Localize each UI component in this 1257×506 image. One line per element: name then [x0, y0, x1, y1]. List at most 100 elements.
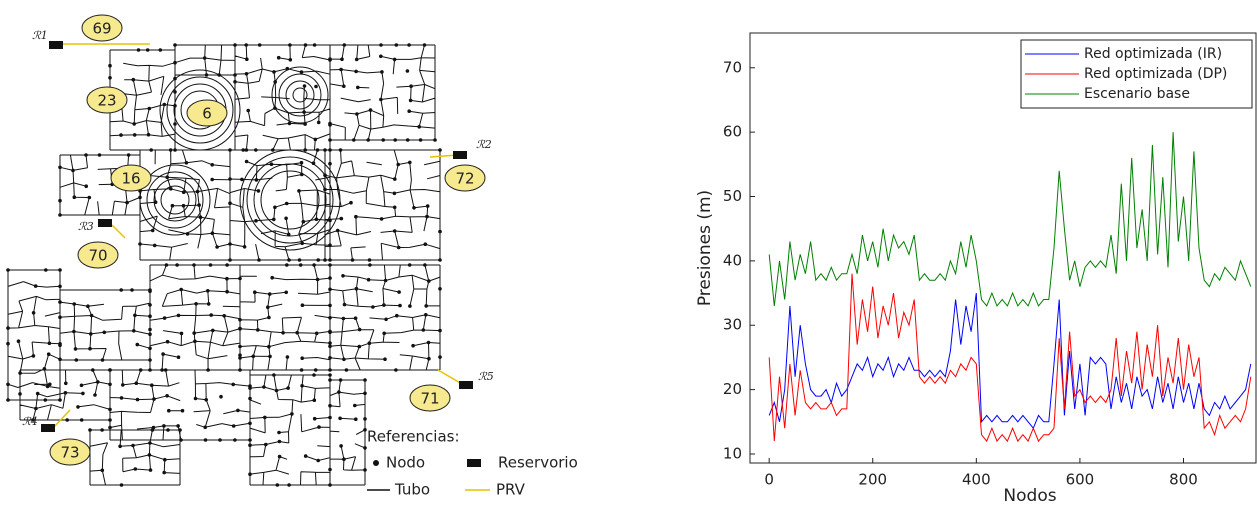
node: [379, 43, 383, 47]
node: [353, 403, 357, 408]
node: [342, 457, 346, 462]
node: [314, 331, 319, 336]
node: [193, 339, 197, 344]
node: [64, 381, 68, 386]
node: [219, 394, 223, 399]
node: [166, 428, 170, 432]
node: [146, 132, 151, 137]
node: [65, 418, 69, 422]
node: [203, 438, 208, 442]
node: [148, 327, 152, 332]
node: [328, 356, 332, 360]
node: [350, 258, 355, 262]
node: [248, 443, 252, 448]
node: [254, 219, 258, 223]
reservoir-icon: [41, 424, 55, 432]
reservoir-icons: [41, 41, 473, 432]
node: [108, 368, 112, 372]
node: [208, 263, 213, 267]
node: [58, 300, 62, 304]
node: [158, 48, 163, 52]
node: [354, 286, 359, 291]
node: [353, 316, 358, 321]
node: [328, 467, 332, 472]
node: [244, 43, 248, 47]
network-diagram: [6, 43, 442, 487]
node: [178, 428, 182, 432]
node: [6, 326, 10, 330]
pipe-ring: [278, 73, 322, 117]
pipe-ring: [160, 185, 190, 215]
node: [355, 112, 359, 116]
node: [349, 200, 353, 205]
pipes: [324, 149, 441, 261]
x-tick-label: 200: [858, 471, 887, 489]
node: [405, 69, 410, 73]
node: [16, 339, 21, 344]
prv-badge: [77, 241, 119, 269]
reservoir-label: ℛ5: [478, 370, 494, 383]
node: [150, 383, 154, 388]
node: [423, 263, 427, 267]
node: [91, 368, 95, 372]
node: [408, 304, 412, 308]
prv-label: 16: [121, 170, 140, 188]
node: [148, 303, 152, 307]
node: [163, 457, 167, 462]
x-tick-label: 400: [962, 471, 991, 489]
node: [253, 290, 257, 295]
prv-badge: [110, 164, 152, 192]
prv-badge: [49, 438, 91, 466]
node: [339, 216, 344, 221]
node: [173, 122, 177, 126]
node: [328, 138, 332, 142]
node: [179, 287, 183, 292]
node: [87, 195, 92, 200]
node: [43, 398, 48, 402]
node: [145, 48, 150, 52]
node: [269, 162, 274, 166]
node: [263, 415, 267, 420]
node: [275, 483, 280, 487]
node: [328, 57, 332, 61]
series-line: [768, 132, 1252, 307]
node: [73, 347, 78, 351]
node: [130, 288, 134, 292]
node: [302, 84, 307, 88]
node: [203, 425, 207, 430]
node: [6, 382, 10, 387]
pipe-ring: [246, 156, 334, 244]
node: [125, 200, 129, 205]
prv-label: 72: [455, 170, 474, 188]
node: [312, 373, 316, 377]
plot-frame: [749, 32, 1257, 464]
node: [121, 383, 125, 387]
node: [433, 138, 437, 142]
node: [148, 468, 153, 472]
pipes: [329, 379, 366, 486]
node: [297, 258, 302, 262]
node: [272, 70, 276, 74]
node: [286, 386, 290, 390]
pipes: [329, 44, 436, 141]
prv-badge: [81, 14, 123, 42]
node: [383, 278, 388, 283]
node: [100, 428, 104, 432]
node: [134, 381, 139, 386]
node: [338, 416, 342, 421]
node: [241, 148, 245, 152]
x-tick-label: 800: [1169, 471, 1198, 489]
node: [81, 391, 85, 396]
node: [138, 242, 142, 246]
node: [58, 213, 62, 217]
node: [335, 228, 340, 233]
node: [313, 368, 318, 372]
node: [395, 313, 399, 318]
node: [251, 354, 256, 359]
node: [167, 408, 171, 413]
node: [233, 80, 237, 84]
node: [407, 109, 412, 113]
node: [312, 416, 317, 421]
node: [392, 57, 397, 62]
node: [225, 263, 229, 267]
